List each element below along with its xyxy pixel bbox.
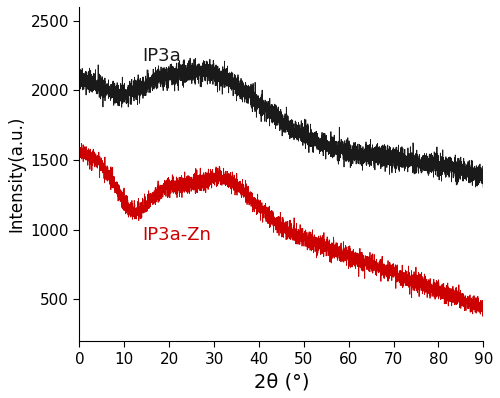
Text: IP3a-Zn: IP3a-Zn — [142, 226, 211, 244]
Y-axis label: Intensity(a.u.): Intensity(a.u.) — [7, 116, 25, 232]
X-axis label: 2θ (°): 2θ (°) — [254, 372, 309, 391]
Text: IP3a: IP3a — [142, 47, 181, 65]
